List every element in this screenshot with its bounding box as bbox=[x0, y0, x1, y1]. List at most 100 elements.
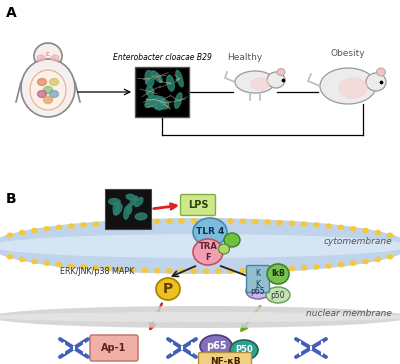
Ellipse shape bbox=[50, 79, 58, 86]
Text: c: c bbox=[46, 51, 50, 57]
Ellipse shape bbox=[0, 218, 400, 274]
Text: Obesity: Obesity bbox=[331, 49, 365, 58]
Text: IkB: IkB bbox=[271, 269, 285, 278]
Ellipse shape bbox=[127, 204, 132, 214]
FancyBboxPatch shape bbox=[198, 352, 252, 364]
Text: P: P bbox=[163, 282, 173, 296]
Ellipse shape bbox=[156, 278, 180, 300]
Ellipse shape bbox=[325, 223, 332, 229]
Ellipse shape bbox=[38, 79, 46, 86]
Text: p50: p50 bbox=[271, 290, 285, 300]
Ellipse shape bbox=[0, 312, 400, 322]
Ellipse shape bbox=[362, 228, 369, 233]
Ellipse shape bbox=[126, 194, 136, 200]
Ellipse shape bbox=[38, 91, 46, 98]
Text: P50: P50 bbox=[235, 345, 253, 355]
Ellipse shape bbox=[56, 262, 62, 268]
Ellipse shape bbox=[104, 266, 112, 272]
Ellipse shape bbox=[92, 265, 99, 270]
Ellipse shape bbox=[154, 268, 160, 273]
Ellipse shape bbox=[178, 268, 185, 274]
Ellipse shape bbox=[288, 221, 296, 226]
Ellipse shape bbox=[34, 43, 62, 69]
Ellipse shape bbox=[325, 263, 332, 269]
Ellipse shape bbox=[313, 264, 320, 270]
Ellipse shape bbox=[240, 268, 246, 273]
Ellipse shape bbox=[288, 266, 296, 272]
Ellipse shape bbox=[350, 261, 357, 266]
Ellipse shape bbox=[145, 71, 154, 87]
Ellipse shape bbox=[277, 68, 285, 75]
Ellipse shape bbox=[155, 100, 164, 110]
Ellipse shape bbox=[176, 70, 183, 87]
Text: nuclear membrane: nuclear membrane bbox=[306, 309, 392, 317]
Ellipse shape bbox=[68, 223, 75, 229]
Ellipse shape bbox=[235, 71, 275, 93]
Ellipse shape bbox=[152, 71, 162, 83]
Ellipse shape bbox=[339, 78, 367, 98]
Ellipse shape bbox=[135, 198, 143, 206]
Text: NF-κB: NF-κB bbox=[210, 356, 240, 364]
FancyBboxPatch shape bbox=[246, 265, 270, 293]
Ellipse shape bbox=[30, 70, 66, 110]
Ellipse shape bbox=[224, 233, 240, 247]
Ellipse shape bbox=[37, 55, 45, 61]
Ellipse shape bbox=[362, 259, 369, 264]
Ellipse shape bbox=[56, 225, 62, 230]
Ellipse shape bbox=[135, 213, 147, 220]
Ellipse shape bbox=[252, 268, 259, 273]
Ellipse shape bbox=[50, 91, 58, 98]
Ellipse shape bbox=[44, 87, 52, 94]
Ellipse shape bbox=[117, 266, 124, 272]
Ellipse shape bbox=[246, 283, 270, 299]
FancyBboxPatch shape bbox=[135, 67, 189, 117]
Ellipse shape bbox=[113, 202, 119, 215]
Ellipse shape bbox=[130, 197, 138, 206]
Ellipse shape bbox=[252, 219, 259, 225]
Ellipse shape bbox=[147, 96, 162, 103]
Ellipse shape bbox=[374, 230, 381, 236]
Ellipse shape bbox=[386, 233, 394, 238]
Ellipse shape bbox=[166, 218, 173, 224]
Text: TLR 4: TLR 4 bbox=[196, 228, 224, 237]
Ellipse shape bbox=[141, 268, 148, 273]
Text: ERK/JNK/p38 MAPK: ERK/JNK/p38 MAPK bbox=[60, 267, 134, 276]
Ellipse shape bbox=[104, 221, 112, 226]
FancyBboxPatch shape bbox=[180, 194, 216, 215]
Ellipse shape bbox=[124, 206, 129, 219]
Ellipse shape bbox=[19, 230, 26, 236]
Ellipse shape bbox=[190, 268, 197, 274]
Ellipse shape bbox=[276, 266, 283, 272]
Ellipse shape bbox=[301, 221, 308, 227]
Ellipse shape bbox=[31, 228, 38, 233]
Ellipse shape bbox=[386, 254, 394, 260]
Ellipse shape bbox=[215, 218, 222, 223]
Text: Healthy: Healthy bbox=[227, 53, 263, 62]
Ellipse shape bbox=[227, 268, 234, 274]
Ellipse shape bbox=[266, 287, 290, 303]
Ellipse shape bbox=[159, 99, 169, 109]
Ellipse shape bbox=[350, 226, 357, 232]
Ellipse shape bbox=[6, 254, 14, 260]
Ellipse shape bbox=[251, 78, 269, 90]
Ellipse shape bbox=[80, 264, 87, 270]
Ellipse shape bbox=[313, 222, 320, 228]
Ellipse shape bbox=[115, 204, 122, 214]
Ellipse shape bbox=[193, 239, 223, 265]
Ellipse shape bbox=[146, 86, 154, 96]
Ellipse shape bbox=[43, 261, 50, 266]
Ellipse shape bbox=[203, 268, 210, 274]
Ellipse shape bbox=[117, 220, 124, 225]
Text: B: B bbox=[6, 192, 17, 206]
Ellipse shape bbox=[193, 218, 227, 246]
Text: p65: p65 bbox=[251, 286, 265, 296]
Ellipse shape bbox=[175, 93, 182, 108]
Ellipse shape bbox=[80, 222, 87, 228]
Ellipse shape bbox=[43, 226, 50, 232]
Ellipse shape bbox=[19, 257, 26, 262]
Ellipse shape bbox=[141, 219, 148, 225]
Ellipse shape bbox=[129, 219, 136, 225]
Ellipse shape bbox=[230, 340, 258, 360]
Ellipse shape bbox=[240, 218, 246, 224]
Ellipse shape bbox=[276, 220, 283, 225]
